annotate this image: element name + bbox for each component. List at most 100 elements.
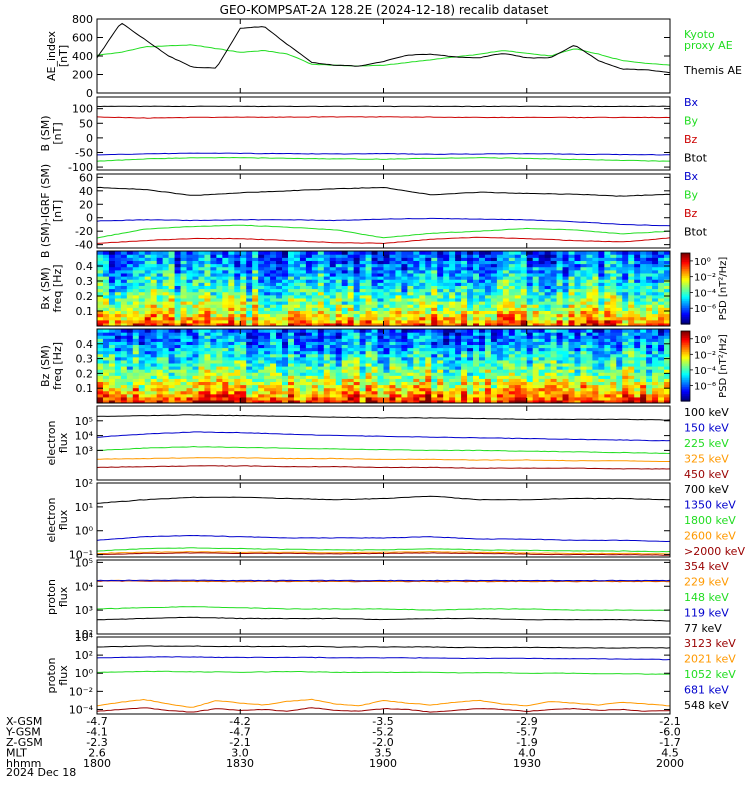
spectrogram-cell [431,369,438,373]
spectrogram-cell [246,301,253,305]
spectrogram-cell [365,263,373,268]
spectrogram-cell [467,269,474,274]
spectrogram-cell [532,329,540,333]
spectrogram-cell [138,304,146,308]
spectrogram-cell [401,276,408,280]
spectrogram-cell [102,369,110,373]
spectrogram-cell [162,384,170,389]
spectrogram-cell [97,319,104,324]
spectrogram-cell [276,282,283,286]
spectrogram-cell [520,369,528,373]
spectrogram-cell [293,375,301,379]
spectrogram-cell [604,347,611,352]
spectrogram-cell [192,393,200,398]
spectrogram-cell [186,347,194,352]
spectrogram-cell [610,393,617,398]
spectrogram-cell [371,260,379,265]
spectrogram-cell [455,272,462,277]
spectrogram-cell [616,372,623,376]
spectrogram-cell [598,381,605,386]
spectrogram-cell [431,282,438,286]
spectrogram-cell [479,285,486,290]
spectrogram-cell [276,301,283,305]
spectrogram-cell [479,381,486,386]
spectrogram-cell [156,272,164,277]
spectrogram-cell [114,301,122,305]
spectrogram-cell [586,375,594,379]
spectrogram-cell [288,335,295,339]
spectrogram-cell [204,282,212,286]
spectrogram-cell [604,288,611,293]
spectrogram-cell [341,372,349,376]
spectrogram-cell [299,399,307,403]
spectrogram-cell [174,393,182,398]
spectrogram-cell [317,319,325,324]
spectrogram-cell [252,359,259,364]
spectrogram-cell [431,272,438,277]
spectrogram-cell [520,366,528,370]
spectrogram-cell [264,390,271,395]
spectrogram-cell [264,322,271,326]
spectrogram-cell [544,390,552,395]
spectrogram-cell [455,260,462,265]
spectrogram-cell [598,338,605,342]
spectrogram-cell [335,347,343,352]
spectrogram-cell [586,399,594,403]
spectrogram-cell [204,372,212,376]
spectrogram-cell [252,375,259,379]
spectrogram-cell [144,263,152,268]
spectrogram-cell [311,276,319,280]
spectrogram-cell [490,369,498,373]
spectrogram-cell [604,393,611,398]
spectrogram-cell [598,399,605,403]
spectrogram-cell [174,369,182,373]
spectrogram-cell [198,390,206,395]
spectrogram-cell [282,254,289,258]
spectrogram-cell [652,307,659,311]
spectrogram-cell [496,359,504,364]
spectrogram-cell [467,251,474,255]
spectrogram-cell [114,329,122,333]
spectrogram-cell [353,263,361,268]
spectrogram-cell [502,359,510,364]
spectrogram-cell [413,387,420,392]
spectrogram-cell [240,372,247,376]
spectrogram-cell [353,316,361,321]
spectrogram-cell [562,257,570,261]
spectrogram-cell [258,341,265,346]
spectrogram-cell [628,319,635,324]
spectrogram-cell [108,362,116,367]
spectrogram-cell [431,387,438,392]
spectrogram-cell [180,399,188,403]
spectrogram-cell [395,396,403,401]
spectrogram-cell [383,279,391,283]
spectrogram-cell [496,266,504,271]
spectrogram-cell [138,310,146,315]
series-line [97,465,670,470]
spectrogram-cell [204,329,212,333]
spectrogram-cell [455,301,462,305]
spectrogram-cell [282,263,289,268]
spectrogram-cell [652,362,659,367]
spectrogram-cell [538,257,546,261]
spectrogram-cell [496,341,504,346]
spectrogram-cell [646,353,653,358]
spectrogram-cell [198,396,206,401]
spectrogram-cell [383,362,391,367]
spectrogram-cell [407,319,414,324]
spectrogram-cell [502,341,510,346]
spectrogram-cell [317,272,325,277]
spectrogram-cell [616,390,623,395]
panel-frame [96,18,671,94]
spectrogram-cell [329,294,337,299]
colorbar-cell [681,371,690,374]
y-tick-label: 0 [86,132,93,145]
spectrogram-cell [383,375,391,379]
spectrogram-cell [222,399,229,403]
spectrogram-cell [341,359,349,364]
spectrogram-cell [341,251,349,255]
spectrogram-cell [401,288,408,293]
spectrogram-cell [610,288,617,293]
spectrogram-cell [246,344,253,349]
